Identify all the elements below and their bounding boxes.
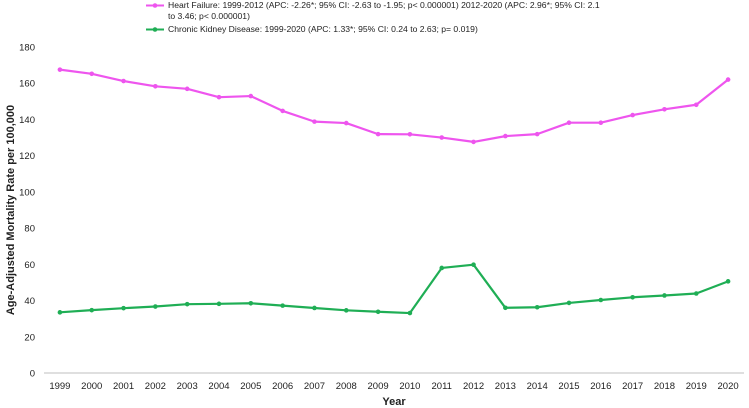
legend-item: Heart Failure: 1999-2012 (APC: -2.26*; 9… [146, 0, 606, 22]
data-point [280, 108, 285, 114]
data-point [439, 135, 445, 140]
data-point [375, 309, 381, 315]
data-point [216, 94, 222, 100]
data-point [184, 301, 190, 307]
x-tick-label: 2002 [145, 381, 166, 392]
data-point [503, 133, 508, 139]
x-axis-title: Year [382, 396, 406, 408]
data-point [153, 304, 158, 309]
series-1 [57, 262, 731, 316]
x-tick-label: 2011 [432, 381, 452, 392]
data-point [89, 307, 95, 313]
y-tick-label: 80 [24, 224, 35, 235]
data-point [248, 300, 254, 306]
y-tick-label: 20 [24, 332, 35, 343]
y-tick-label: 160 [19, 79, 35, 90]
data-point [598, 120, 604, 126]
x-tick-label: 2015 [558, 381, 579, 392]
data-point [566, 300, 572, 306]
x-tick-label: 2009 [368, 381, 389, 392]
data-point [121, 78, 126, 84]
data-point [471, 262, 476, 267]
data-point [121, 305, 126, 311]
y-axis-ticks: 0 20 40 60 80 100 120 140 160 180 [19, 43, 35, 380]
data-point [57, 67, 63, 72]
series-line [59, 263, 729, 315]
y-tick-label: 180 [19, 43, 35, 54]
data-point [407, 131, 413, 137]
chart-legend: Heart Failure: 1999-2012 (APC: -2.26*; 9… [146, 0, 606, 37]
x-tick-label: 2012 [463, 381, 484, 392]
data-point [343, 308, 349, 313]
x-tick-label: 2004 [208, 381, 229, 392]
y-tick-label: 40 [24, 296, 35, 307]
data-point [312, 305, 317, 311]
y-tick-label: 120 [19, 151, 35, 162]
data-point [598, 297, 604, 303]
data-point [280, 303, 285, 308]
legend-label: Chronic Kidney Disease: 1999-2020 (APC: … [168, 24, 478, 34]
series-line [59, 68, 729, 144]
y-axis-title: Age-Adjusted Mortality Rate per 100,000 [5, 105, 17, 315]
legend-swatch [146, 25, 164, 34]
data-point [693, 102, 699, 108]
series-layer [57, 67, 731, 316]
data-point [439, 265, 445, 271]
data-point [662, 293, 667, 298]
data-point [662, 107, 667, 112]
data-point [725, 77, 731, 82]
data-point [375, 131, 381, 137]
x-tick-label: 2003 [177, 381, 198, 392]
data-point [312, 119, 317, 124]
data-point [407, 310, 413, 316]
data-point [248, 93, 254, 99]
legend-label: Heart Failure: 1999-2012 (APC: -2.26*; 9… [168, 0, 600, 21]
y-tick-label: 100 [19, 187, 35, 198]
x-tick-label: 2010 [399, 381, 420, 392]
data-point [471, 139, 476, 145]
x-tick-label: 2018 [654, 381, 675, 392]
x-tick-label: 2019 [686, 381, 707, 392]
x-tick-label: 2008 [336, 381, 357, 392]
data-point [153, 84, 158, 89]
y-tick-label: 0 [30, 369, 35, 380]
x-axis-ticks: 1999 2000 2001 2002 2003 2004 2005 2006 2007 2008… [49, 381, 738, 392]
data-point [693, 291, 699, 296]
data-point [630, 294, 635, 300]
x-tick-label: 2006 [272, 381, 293, 392]
x-tick-label: 2013 [495, 381, 516, 392]
x-tick-label: 2017 [622, 381, 643, 392]
x-tick-label: 2016 [590, 381, 611, 392]
x-tick-label: 2014 [527, 381, 548, 392]
series-0 [57, 67, 731, 145]
data-point [630, 112, 635, 118]
data-point [725, 279, 731, 284]
y-tick-label: 60 [24, 260, 35, 271]
x-tick-label: 2005 [240, 381, 261, 392]
legend-item: Chronic Kidney Disease: 1999-2020 (APC: … [146, 24, 606, 35]
data-point [534, 131, 540, 137]
x-tick-label: 2000 [81, 381, 102, 392]
data-point [89, 71, 95, 77]
data-point [534, 304, 540, 310]
y-tick-label: 140 [19, 115, 35, 126]
data-point [216, 301, 222, 307]
x-tick-label: 2020 [718, 381, 739, 392]
data-point [566, 120, 572, 126]
data-point [57, 310, 63, 315]
x-tick-label: 2001 [113, 381, 134, 392]
data-point [343, 120, 349, 126]
legend-swatch [146, 1, 164, 10]
data-point [184, 86, 190, 92]
x-tick-label: 2007 [304, 381, 325, 392]
data-point [503, 305, 508, 311]
x-tick-label: 1999 [49, 381, 70, 392]
